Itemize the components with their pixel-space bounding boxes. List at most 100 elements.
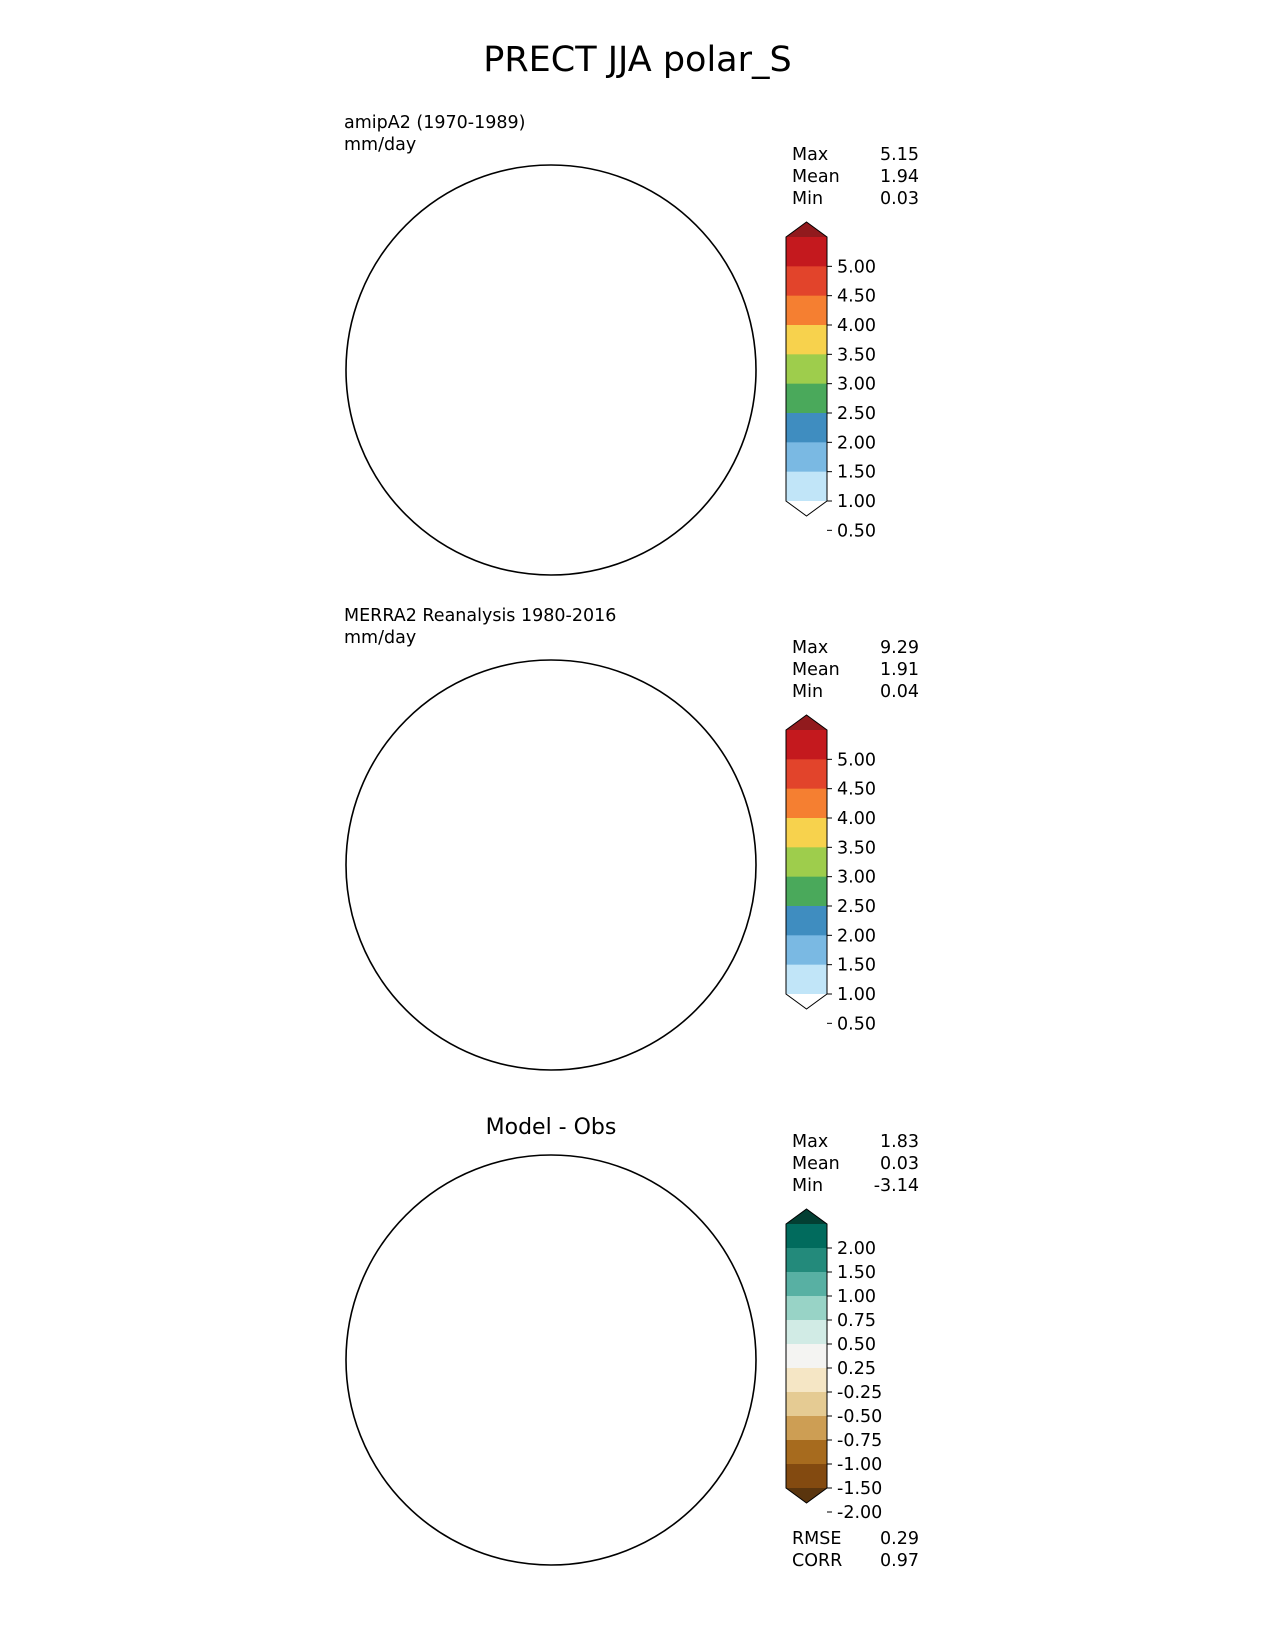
- metric-value: 0.97: [880, 1551, 919, 1571]
- stat-value: 0.03: [880, 189, 919, 209]
- colorbar-tick-label: 3.00: [837, 375, 876, 395]
- colorbar-tick-label: -0.25: [837, 1383, 882, 1403]
- colorbar-tick-label: 4.50: [837, 287, 876, 307]
- colorbar-tick-label: -0.75: [837, 1431, 882, 1451]
- colorbar-segment: [786, 935, 827, 966]
- colorbar-segment: [786, 1464, 827, 1489]
- colorbar-segment: [786, 1248, 827, 1273]
- panel2-label: MERRA2 Reanalysis 1980-2016 mm/day: [344, 605, 616, 649]
- colorbar-model: 5.00 4.50 4.00 3.50 3.00 2.50 2.00 1.50 1.00 0.50: [785, 221, 876, 541]
- stat-value: 9.29: [880, 638, 919, 658]
- colorbar-segment: [786, 964, 827, 995]
- colorbar-segment: [786, 1440, 827, 1465]
- colorbar-segment: [786, 266, 827, 297]
- colorbar-tick-label: 0.25: [837, 1359, 876, 1379]
- stat-value: 5.15: [880, 145, 919, 165]
- panel3-title: Model - Obs: [485, 1115, 617, 1140]
- colorbar-segment: [786, 354, 827, 385]
- panel3-stats: Max 1.83 Mean 0.03 Min -3.14: [792, 1131, 919, 1197]
- colorbar-tick-label: 3.50: [837, 838, 876, 858]
- colorbar-tick-label: 3.50: [837, 345, 876, 365]
- panel2-units: mm/day: [344, 628, 417, 648]
- colorbar-tick-label: 3.00: [837, 868, 876, 888]
- colorbar-tick-label: 4.50: [837, 780, 876, 800]
- panel1-label: amipA2 (1970-1989) mm/day: [344, 112, 525, 156]
- colorbar-segment: [786, 1368, 827, 1393]
- colorbar-tick-label: -1.00: [837, 1455, 882, 1475]
- colorbar-tick-label: 1.00: [837, 985, 876, 1005]
- colorbar-extend-min: [786, 1488, 827, 1503]
- colorbar-segment: [786, 1296, 827, 1321]
- colorbar-segment: [786, 325, 827, 355]
- panel2-case-name: MERRA2 Reanalysis 1980-2016: [344, 606, 617, 626]
- metric-label: CORR: [792, 1551, 843, 1571]
- colorbar-tick-label: 1.50: [837, 956, 876, 976]
- colorbar-segment: [786, 1416, 827, 1441]
- colorbar-segment: [786, 1224, 827, 1249]
- colorbar-extend-min: [786, 501, 827, 516]
- map-model: [346, 165, 756, 575]
- colorbar-tick-label: 5.00: [837, 257, 876, 277]
- stat-value: 1.83: [880, 1132, 919, 1152]
- colorbar-segment: [786, 847, 827, 878]
- colorbar-tick-label: 2.00: [837, 1239, 876, 1259]
- colorbar-tick-label: 1.00: [837, 492, 876, 512]
- stat-label: Max: [792, 638, 829, 658]
- colorbar-tick-label: -2.00: [837, 1503, 882, 1523]
- stat-label: Max: [792, 1132, 829, 1152]
- colorbar-diff: 2.00 1.50 1.00 0.75 0.50 0.25 -0.25 -0.50 -0.75 -…: [785, 1208, 882, 1523]
- figure-title: PRECT JJA polar_S: [483, 40, 792, 80]
- map-obs-boundary: [345, 659, 757, 1071]
- colorbar-segment: [786, 876, 827, 907]
- map-diff-boundary: [345, 1154, 757, 1566]
- colorbar-segment: [786, 1320, 827, 1345]
- colorbar-tick-label: 2.50: [837, 404, 876, 424]
- colorbar-tick-label: 5.00: [837, 750, 876, 770]
- colorbar-tick-label: 2.00: [837, 926, 876, 946]
- colorbar-tick-label: 0.50: [837, 1335, 876, 1355]
- stat-label: Mean: [792, 1154, 840, 1174]
- colorbar-obs: 5.00 4.50 4.00 3.50 3.00 2.50 2.00 1.50 1.00 0.50: [785, 714, 876, 1034]
- stat-value: 0.03: [880, 1154, 919, 1174]
- panel1-stats: Max 5.15 Mean 1.94 Min 0.03: [792, 144, 919, 210]
- colorbar-segment: [786, 906, 827, 936]
- colorbar-segment: [786, 413, 827, 443]
- map-obs: [346, 660, 756, 1070]
- colorbar-extend-max: [786, 715, 827, 730]
- metric-value: 0.29: [880, 1529, 919, 1549]
- colorbar-segment: [786, 759, 827, 790]
- colorbar-tick-label: -0.50: [837, 1407, 882, 1427]
- colorbar-tick-label: 1.50: [837, 1263, 876, 1283]
- colorbar-tick-label: 1.50: [837, 463, 876, 483]
- panel2-stats: Max 9.29 Mean 1.91 Min 0.04: [792, 637, 919, 703]
- panel3-metrics: RMSE 0.29 CORR 0.97: [792, 1528, 919, 1572]
- colorbar-segment: [786, 730, 827, 760]
- colorbar-tick-label: 0.50: [837, 1014, 876, 1034]
- colorbar-segment: [786, 383, 827, 414]
- map-model-boundary: [345, 164, 757, 576]
- colorbar-segment: [786, 295, 827, 326]
- map-diff: [346, 1155, 756, 1565]
- colorbar-segment: [786, 442, 827, 473]
- stat-label: Min: [792, 682, 824, 702]
- colorbar-segment: [786, 471, 827, 502]
- panel1-case-name: amipA2 (1970-1989): [344, 113, 526, 133]
- stat-value: 1.91: [880, 660, 919, 680]
- colorbar-segment: [786, 237, 827, 267]
- stat-label: Max: [792, 145, 829, 165]
- stat-value: 1.94: [880, 167, 919, 187]
- stat-label: Mean: [792, 660, 840, 680]
- colorbar-tick-label: 0.75: [837, 1311, 876, 1331]
- colorbar-tick-label: 4.00: [837, 316, 876, 336]
- metric-label: RMSE: [792, 1529, 842, 1549]
- stat-value: -3.14: [873, 1176, 919, 1196]
- stat-value: 0.04: [880, 682, 919, 702]
- stat-label: Mean: [792, 167, 840, 187]
- colorbar-segment: [786, 1272, 827, 1297]
- colorbar-tick-label: 1.00: [837, 1287, 876, 1307]
- colorbar-segment: [786, 788, 827, 819]
- colorbar-extend-max: [786, 1209, 827, 1224]
- colorbar-tick-label: -1.50: [837, 1479, 882, 1499]
- panel1-units: mm/day: [344, 135, 417, 155]
